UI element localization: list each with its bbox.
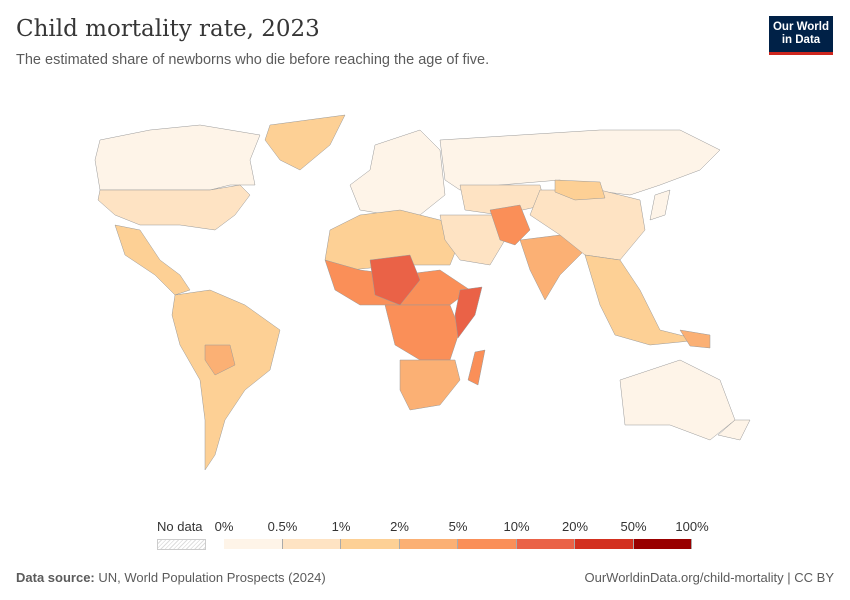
region-japan[interactable] xyxy=(649,189,671,221)
legend-bin-5[interactable] xyxy=(516,539,575,549)
region-mexico-central-america[interactable] xyxy=(114,224,191,296)
region-somalia[interactable] xyxy=(454,286,483,339)
region-mongolia[interactable] xyxy=(554,179,606,201)
region-united-states[interactable] xyxy=(97,184,251,231)
region-central-africa[interactable] xyxy=(384,304,461,361)
legend-bin-7[interactable] xyxy=(633,539,692,549)
legend-tick: 0.5% xyxy=(267,519,298,534)
subtitle: The estimated share of newborns who die … xyxy=(16,52,490,68)
legend-tick: 5% xyxy=(448,519,468,534)
region-papua-new-guinea[interactable] xyxy=(679,329,711,349)
page-title: Child mortality rate, 2023 xyxy=(16,16,320,42)
legend-tick: 10% xyxy=(503,519,530,534)
region-central-asia[interactable] xyxy=(459,184,546,216)
region-madagascar[interactable] xyxy=(467,349,486,386)
no-data-swatch xyxy=(157,539,206,550)
world-map xyxy=(94,114,751,471)
source-text: UN, World Population Prospects (2024) xyxy=(98,570,326,585)
license[interactable]: CC BY xyxy=(794,570,834,585)
legend-tick: 1% xyxy=(331,519,351,534)
footer-link: OurWorldinData.org/child-mortality | CC … xyxy=(584,570,834,585)
region-pakistan-afghanistan[interactable] xyxy=(489,204,531,246)
source-label: Data source: xyxy=(16,570,95,585)
region-south-america[interactable] xyxy=(171,289,281,471)
region-niger-chad[interactable] xyxy=(369,254,421,306)
legend-tick: 20% xyxy=(561,519,589,534)
region-bolivia[interactable] xyxy=(204,344,236,376)
legend-bin-0[interactable] xyxy=(224,539,283,549)
no-data-label: No data xyxy=(157,519,203,534)
legend-bin-2[interactable] xyxy=(341,539,400,549)
region-europe[interactable] xyxy=(349,129,446,216)
source-url[interactable]: OurWorldinData.org/child-mortality xyxy=(584,570,784,585)
legend-bin-1[interactable] xyxy=(282,539,341,549)
legend-tick: 50% xyxy=(620,519,647,534)
region-greenland[interactable] xyxy=(264,114,346,171)
legend-tick: 100% xyxy=(675,519,709,534)
legend-tick: 2% xyxy=(390,519,409,534)
legend-bin-4[interactable] xyxy=(458,539,517,549)
region-new-zealand[interactable] xyxy=(717,419,751,441)
legend: No data 0% 0.5% 1% 2% 5% 10% 20% 50% 100% xyxy=(0,515,850,555)
legend-bin-3[interactable] xyxy=(399,539,458,549)
legend-tick: 0% xyxy=(214,519,234,534)
owid-logo[interactable]: Our World in Data xyxy=(769,16,833,55)
region-canada[interactable] xyxy=(94,124,261,191)
logo-text: Our World in Data xyxy=(772,21,829,46)
legend-bin-6[interactable] xyxy=(575,539,634,549)
region-australia[interactable] xyxy=(619,359,736,441)
data-source: Data source: UN, World Population Prospe… xyxy=(16,570,326,585)
region-southern-africa[interactable] xyxy=(399,359,461,411)
